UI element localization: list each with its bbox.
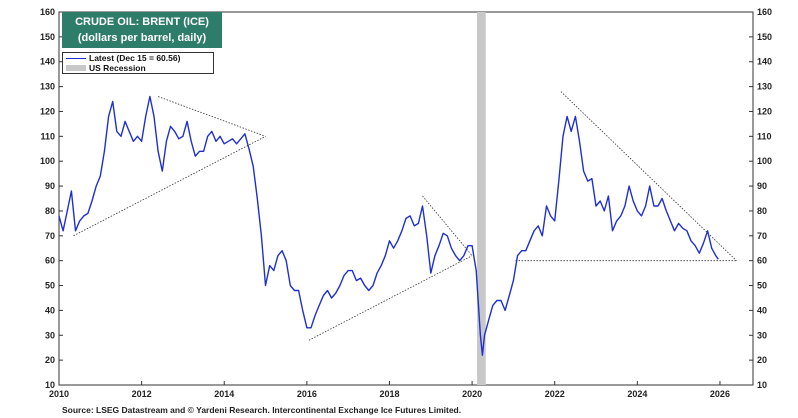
trendline-group — [73, 91, 737, 341]
y-tick-label-left-30: 30 — [45, 330, 55, 340]
x-tick-label-2024: 2024 — [627, 389, 647, 399]
y-tick-label-right-40: 40 — [757, 305, 767, 315]
x-axis: 2010 2012 2014 2016 2018 2020 2022 2024 2026 — [49, 381, 730, 399]
x-tick-label-2016: 2016 — [297, 389, 317, 399]
trendline-2 — [308, 255, 473, 341]
y-tick-label-left-160: 160 — [40, 7, 55, 17]
trendline-4 — [560, 91, 737, 261]
chart-subtitle: (dollars per barrel, daily) — [77, 32, 207, 44]
plot-frame — [58, 11, 754, 386]
y-tick-label-right-110: 110 — [757, 131, 772, 141]
y-tick-label-right-60: 60 — [757, 256, 767, 266]
x-tick-label-2022: 2022 — [545, 389, 565, 399]
legend-item-latest: Latest (Dec 15 = 60.56) — [63, 53, 213, 63]
y-tick-label-right-100: 100 — [757, 156, 772, 166]
x-tick-label-2010: 2010 — [49, 389, 69, 399]
y-tick-label-left-110: 110 — [40, 131, 55, 141]
y-tick-label-left-150: 150 — [40, 32, 55, 42]
recession-band-0 — [477, 12, 486, 385]
y-tick-label-left-80: 80 — [45, 206, 55, 216]
chart-title-box: CRUDE OIL: BRENT (ICE) (dollars per barr… — [62, 12, 222, 48]
y-tick-label-right-130: 130 — [757, 82, 772, 92]
y-tick-label-left-120: 120 — [40, 106, 55, 116]
legend: Latest (Dec 15 = 60.56) US Recession — [62, 52, 214, 74]
y-tick-label-right-90: 90 — [757, 181, 767, 191]
y-tick-label-left-140: 140 — [40, 57, 55, 67]
y-axis-left: 10 20 30 40 50 60 70 80 90 100 110 120 130 140 150 160 — [40, 7, 63, 390]
x-tick-label-2012: 2012 — [132, 389, 152, 399]
y-tick-label-left-20: 20 — [45, 355, 55, 365]
chart-title: CRUDE OIL: BRENT (ICE) — [75, 16, 209, 28]
y-tick-label-right-10: 10 — [757, 380, 767, 390]
x-tick-label-2020: 2020 — [462, 389, 482, 399]
legend-recession-swatch — [66, 65, 86, 71]
legend-recession-label: US Recession — [89, 63, 146, 73]
y-tick-label-right-150: 150 — [757, 32, 772, 42]
y-tick-label-right-50: 50 — [757, 281, 767, 291]
y-tick-label-left-130: 130 — [40, 82, 55, 92]
recession-band-group — [477, 12, 486, 385]
y-tick-label-right-80: 80 — [757, 206, 767, 216]
y-tick-label-left-100: 100 — [40, 156, 55, 166]
legend-line-swatch — [66, 58, 86, 59]
y-tick-label-left-70: 70 — [45, 231, 55, 241]
x-tick-label-2018: 2018 — [379, 389, 399, 399]
trendline-1 — [158, 96, 266, 137]
y-tick-label-left-90: 90 — [45, 181, 55, 191]
y-tick-label-left-40: 40 — [45, 305, 55, 315]
legend-item-recession: US Recession — [63, 63, 213, 73]
series-group — [58, 95, 719, 356]
source-note: Source: LSEG Datastream and © Yardeni Re… — [62, 405, 462, 415]
y-tick-label-right-140: 140 — [757, 57, 772, 67]
y-tick-label-left-50: 50 — [45, 281, 55, 291]
trendline-3 — [422, 195, 473, 256]
y-tick-label-right-160: 160 — [757, 7, 772, 17]
legend-latest-label: Latest (Dec 15 = 60.56) — [89, 53, 181, 63]
y-tick-label-right-70: 70 — [757, 231, 767, 241]
x-tick-label-2026: 2026 — [710, 389, 730, 399]
y-tick-label-right-20: 20 — [757, 355, 767, 365]
y-tick-label-right-120: 120 — [757, 106, 772, 116]
y-tick-label-left-60: 60 — [45, 256, 55, 266]
trendline-0 — [73, 135, 266, 237]
y-tick-label-right-30: 30 — [757, 330, 767, 340]
y-tick-label-left-10: 10 — [45, 380, 55, 390]
y-axis-right: 10 20 30 40 50 60 70 80 90 100 110 120 130 140 150 160 — [749, 7, 772, 390]
series-line-brent — [58, 95, 719, 356]
x-tick-label-2014: 2014 — [214, 389, 234, 399]
